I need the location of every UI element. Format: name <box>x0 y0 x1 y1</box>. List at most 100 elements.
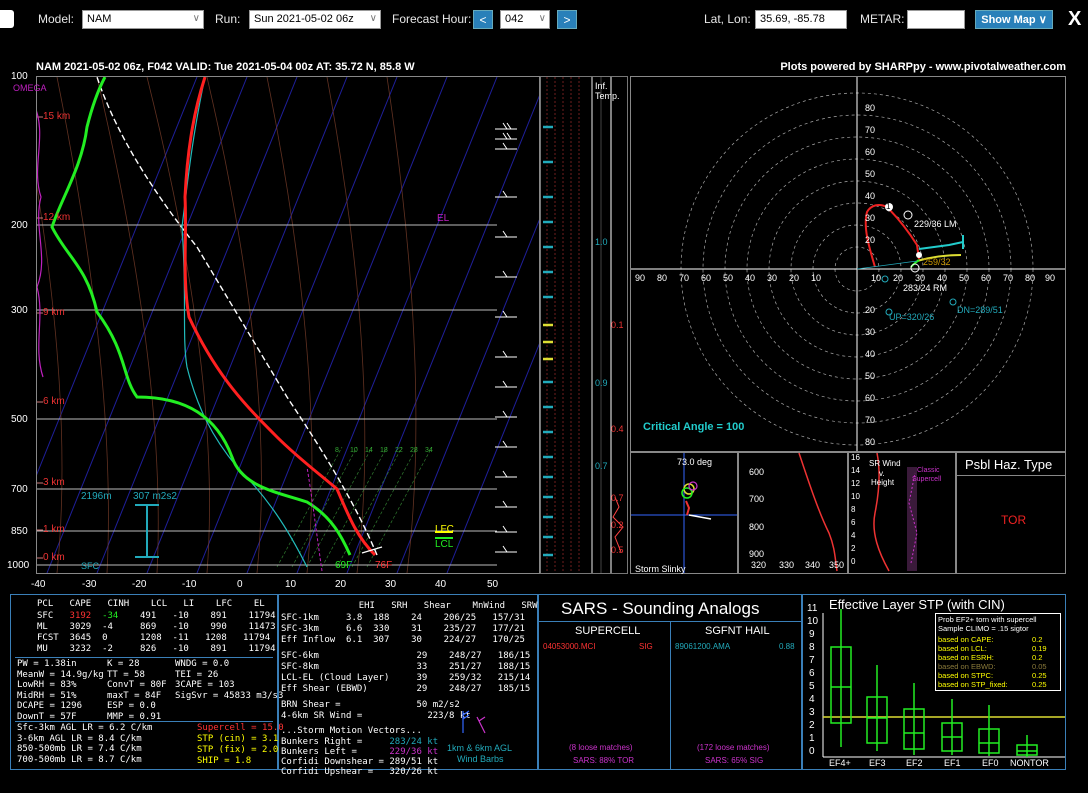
sars-panel: SARS - Sounding Analogs SUPERCELL SGFNT … <box>538 594 802 770</box>
inflow-tick: 0.5 <box>611 545 624 555</box>
thetae-x-tick: 340 <box>805 560 821 570</box>
parcel-row: FCST 3645 0 1208 -11 1208 11794 <box>37 633 271 643</box>
close-button[interactable]: X <box>1068 8 1082 30</box>
right-mover-label: 283/24 RM <box>903 283 948 293</box>
wind-barbs-label-b: Wind Barbs <box>457 754 504 764</box>
run-select[interactable]: Sun 2021-05-02 06z ∨ <box>249 10 381 29</box>
lapse-rates: Sfc-3km AGL LR = 6.2 C/km 3-6km AGL LR = … <box>17 723 153 765</box>
next-hour-button[interactable]: > <box>557 10 577 29</box>
hodo-x-tick: 70 <box>1003 273 1014 283</box>
supercell-match: 04053000.MCI <box>543 642 596 651</box>
hodo-ring-label: 70 <box>865 415 876 425</box>
sfc-dewpoint-label: 69F <box>335 560 353 571</box>
thetae-x-tick: 350 <box>829 560 845 570</box>
height-label: 1 km <box>43 524 65 535</box>
kin-row: SFC-1km 3.8 188 24 206/25 157/31 <box>281 613 525 623</box>
indices-col1: PW = 1.38in MeanW = 14.9g/kg LowRH = 83% Mi… <box>17 659 104 722</box>
pressure-tick: 700 <box>11 484 28 495</box>
hail-header: SGFNT HAIL <box>705 625 770 637</box>
mixing-ratio-label: 18 <box>380 447 388 454</box>
model-select[interactable]: NAM ∨ <box>82 10 204 29</box>
hodo-x-tick: 20 <box>789 273 800 283</box>
theta-column <box>540 76 592 574</box>
hail-loose: (172 loose matches) <box>697 743 770 752</box>
hazard-title: Psbl Haz. Type <box>965 457 1053 472</box>
prob-ebwd-val: 0.05 <box>1032 662 1047 671</box>
slinky-label: Storm Slinky <box>635 564 686 574</box>
latlon-input[interactable]: 35.69, -85.78 <box>755 10 847 29</box>
chevron-down-icon: ∨ <box>369 13 377 24</box>
hodo-x-tick: 60 <box>981 273 992 283</box>
inflow-tick: 0.2 <box>611 520 624 530</box>
supercell-header: SUPERCELL <box>575 625 641 637</box>
prob-cape-val: 0.2 <box>1032 635 1043 644</box>
stp-fix: STP (fix) = 2.0 <box>197 745 279 755</box>
supercell-label: Supercell <box>912 476 942 483</box>
stp-category: EF0 <box>982 758 999 768</box>
mixing-ratio-label: 10 <box>350 447 358 454</box>
hodograph-panel: 80 70 60 50 40 30 20 20 30 40 50 60 70 8… <box>630 76 1066 452</box>
thetae-y-tick: 800 <box>749 522 765 532</box>
inflow-tick: 1.0 <box>595 237 608 247</box>
mixing-ratio-label: 14 <box>365 447 373 454</box>
stp-title: Effective Layer STP (with CIN) <box>829 597 1005 612</box>
kin-row: Eff Inflow 6.1 307 30 224/27 170/25 <box>281 635 525 645</box>
prob-stpfix-val: 0.25 <box>1032 680 1047 689</box>
height-label: 3 km <box>43 477 65 488</box>
stp-category: EF2 <box>906 758 923 768</box>
hodo-x-tick: 50 <box>959 273 970 283</box>
kin-row: SFC-3km 6.6 330 31 235/27 177/21 <box>281 624 525 634</box>
metar-label: METAR: <box>860 12 905 26</box>
stp-category: EF4+ <box>829 758 851 768</box>
hodo-x-tick: 20 <box>893 273 904 283</box>
height-label: 15 km <box>43 111 71 122</box>
prob-esrh-val: 0.2 <box>1032 653 1043 662</box>
srwind-label-v: v. <box>879 469 885 478</box>
prob-title-b: Sample CLIMO = .15 sigtor <box>938 624 1029 633</box>
srwind-y-tick: 0 <box>851 557 856 566</box>
thetae-x-tick: 320 <box>751 560 767 570</box>
temp-tick: -30 <box>82 579 97 590</box>
eff-inflow-depth: 2196m <box>81 491 112 502</box>
hodo-ring-label: 80 <box>865 103 876 113</box>
stp-y-tick: 2 <box>809 720 815 731</box>
show-map-button[interactable]: Show Map ∨ <box>975 10 1053 29</box>
prev-hour-button[interactable]: < <box>473 10 493 29</box>
kin-row: Eff Shear (EBWD) 29 248/27 185/15 <box>281 684 531 694</box>
thetae-x-tick: 330 <box>779 560 795 570</box>
srwind-y-tick: 14 <box>851 466 860 475</box>
theta-column-plot <box>543 77 580 573</box>
hodo-x-tick: 60 <box>701 273 712 283</box>
hodo-x-tick: 80 <box>1025 273 1036 283</box>
metar-input[interactable] <box>907 10 965 29</box>
height-label: 0 km <box>43 552 65 563</box>
temp-tick: -10 <box>182 579 197 590</box>
forecast-hour-label: Forecast Hour: <box>392 12 472 26</box>
ship: SHIP = 1.8 <box>197 756 252 766</box>
supercell-loose: (8 loose matches) <box>569 743 633 752</box>
hodo-ring-label: 70 <box>865 125 876 135</box>
hodo-x-tick: 40 <box>745 273 756 283</box>
thetae-y-tick: 600 <box>749 467 765 477</box>
stp-y-tick: 0 <box>809 746 815 757</box>
stp-panel: Effective Layer STP (with CIN) 11 10 9 8… <box>802 594 1066 770</box>
hodo-km-marker: 1 <box>886 202 891 211</box>
prob-stpc-val: 0.25 <box>1032 671 1047 680</box>
inflow-temp-column: Inf. Temp. 1.0 0.1 0.9 0.4 0.7 0.7 0.2 0… <box>592 76 628 574</box>
stp-y-tick: 11 <box>807 603 818 614</box>
chevron-down-icon: ∨ <box>192 13 200 24</box>
stp-category: NONTOR <box>1010 758 1049 768</box>
temp-tick: -40 <box>31 579 46 590</box>
hodo-x-tick: 30 <box>767 273 778 283</box>
forecast-hour-select[interactable]: 042 ∨ <box>500 10 550 29</box>
kin-row: SFC-6km 29 248/27 186/15 <box>281 651 531 661</box>
share-icon[interactable] <box>0 10 14 28</box>
kin-row: SFC-8km 33 251/27 188/15 <box>281 662 531 672</box>
pressure-tick: 200 <box>11 220 28 231</box>
prob-lcl: based on LCL: <box>938 644 987 653</box>
stp-y-tick: 10 <box>807 616 819 627</box>
hodo-ring-label: 30 <box>865 327 876 337</box>
model-label: Model: <box>38 12 75 26</box>
motion-title: ...Storm Motion Vectors... <box>281 726 422 736</box>
stp-y-tick: 3 <box>809 707 815 718</box>
